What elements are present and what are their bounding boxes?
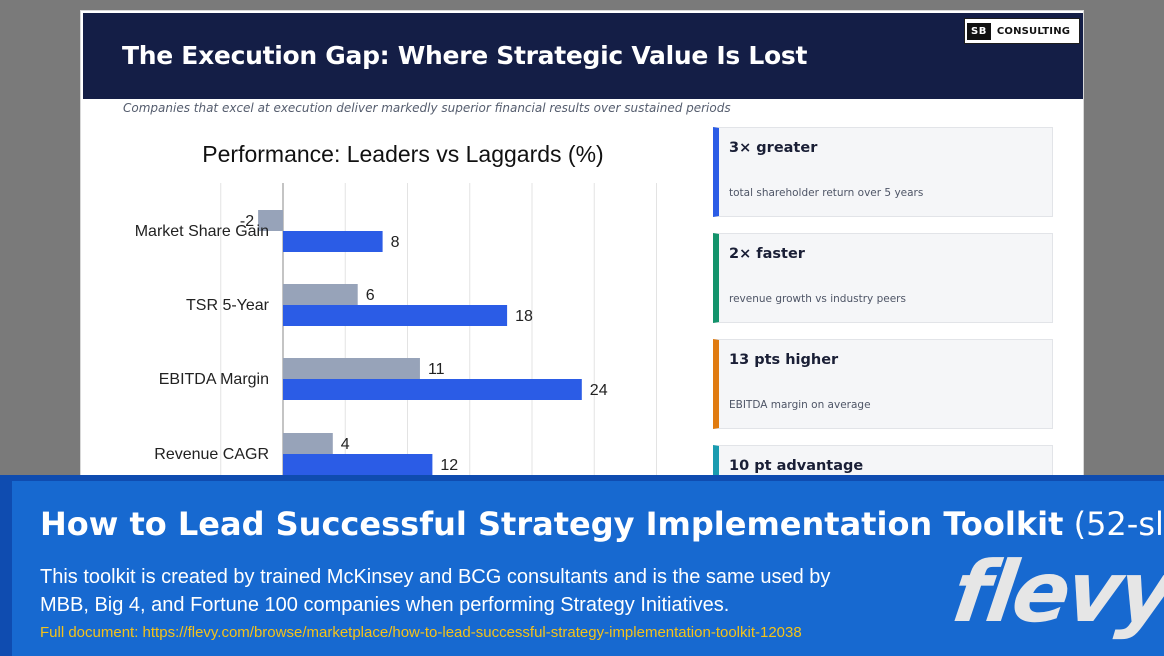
banner-description: This toolkit is created by trained McKin… [40, 566, 831, 616]
category-label: TSR 5-Year [186, 297, 270, 314]
category-label: Revenue CAGR [154, 446, 269, 463]
slide-header: The Execution Gap: Where Strategic Value… [83, 13, 1083, 99]
chart-labels: Market Share Gain-2 8 TSR 5-Year 6 18 EBITDA … [135, 213, 608, 474]
stat-description: EBITDA margin on average [729, 399, 871, 411]
promo-banner: How to Lead Successful Strategy Implemen… [0, 475, 1164, 656]
data-label: 11 [428, 361, 445, 378]
stat-headline: 2× faster [729, 246, 805, 262]
banner-title[interactable]: How to Lead Successful Strategy Implemen… [40, 505, 1164, 543]
slide: The Execution Gap: Where Strategic Value… [80, 10, 1084, 480]
bar [258, 210, 283, 231]
stat-card: 13 pts higher EBITDA margin on average [713, 339, 1053, 429]
bar [283, 284, 358, 305]
banner-title-main: How to Lead Successful Strategy Implemen… [40, 505, 1064, 543]
data-label: 6 [366, 287, 375, 304]
category-label: Market Share Gain [135, 223, 269, 240]
bar [283, 433, 333, 454]
stat-headline: 10 pt advantage [729, 458, 864, 474]
banner-title-suffix: (52-slide [1073, 505, 1164, 543]
data-label: 12 [440, 457, 458, 474]
consulting-logo: SB CONSULTING [964, 18, 1080, 44]
stat-headline: 13 pts higher [729, 352, 839, 368]
performance-bar-chart: Performance: Leaders vs Laggards (%) Mar… [135, 141, 657, 479]
data-label: 4 [341, 436, 350, 453]
chart-bars [258, 210, 582, 475]
stat-headline: 3× greater [729, 140, 818, 156]
flevy-logo[interactable]: flevy [947, 543, 1164, 641]
data-label: -2 [240, 213, 254, 230]
document-link[interactable]: Full document: https://flevy.com/browse/… [40, 624, 802, 641]
category-label: EBITDA Margin [159, 371, 269, 388]
stat-card: 2× faster revenue growth vs industry pee… [713, 233, 1053, 323]
promo-banner-inner: How to Lead Successful Strategy Implemen… [12, 481, 1164, 656]
bar [283, 379, 582, 400]
stat-card: 10 pt advantage [713, 445, 1053, 479]
bar [283, 231, 383, 252]
bar [283, 358, 420, 379]
logo-text: CONSULTING [996, 25, 1071, 37]
stat-description: total shareholder return over 5 years [729, 187, 924, 199]
bar [283, 305, 508, 326]
bar [283, 454, 433, 475]
slide-title: The Execution Gap: Where Strategic Value… [122, 41, 808, 70]
stat-description: revenue growth vs industry peers [729, 293, 906, 305]
logo-mark: SB [967, 22, 991, 40]
data-label: 18 [515, 308, 533, 325]
data-label: 8 [391, 234, 400, 251]
stat-card: 3× greater total shareholder return over… [713, 127, 1053, 217]
slide-subtitle: Companies that excel at execution delive… [123, 101, 731, 115]
data-label: 24 [590, 382, 608, 399]
chart-title: Performance: Leaders vs Laggards (%) [202, 141, 603, 167]
